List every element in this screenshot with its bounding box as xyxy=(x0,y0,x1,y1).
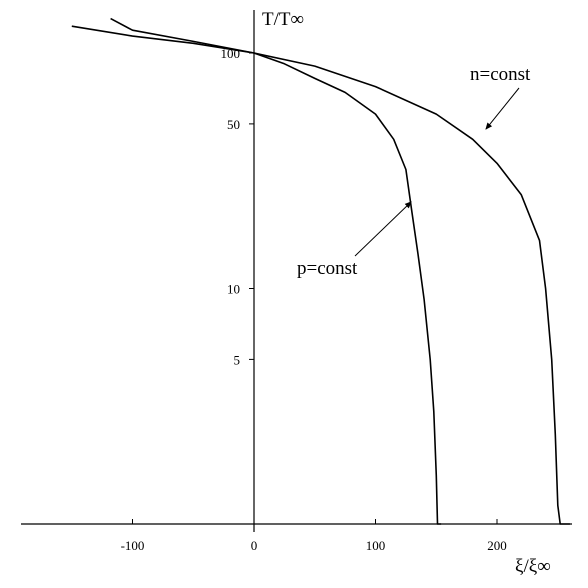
annotation-label: n=const xyxy=(470,64,531,85)
x-tick-label: 0 xyxy=(251,538,258,553)
annotation-layer: n=const p=const xyxy=(297,64,531,279)
series-layer xyxy=(71,17,570,525)
annotation-label: p=const xyxy=(297,258,358,279)
y-axis-title: T/T∞ xyxy=(262,9,304,30)
y-tick-label: 5 xyxy=(234,352,241,367)
y-tick-label: 10 xyxy=(227,282,240,297)
x-tick-label: -100 xyxy=(121,538,145,553)
x-axis-title: ξ/ξ∞ xyxy=(515,556,551,577)
annotation-arrow xyxy=(485,87,520,130)
x-tick-label: 200 xyxy=(487,538,507,553)
y-tick-label: 50 xyxy=(227,117,240,132)
annotation-arrow xyxy=(354,201,412,257)
x-tick-label: 100 xyxy=(366,538,386,553)
series-line-p-const xyxy=(110,17,442,525)
